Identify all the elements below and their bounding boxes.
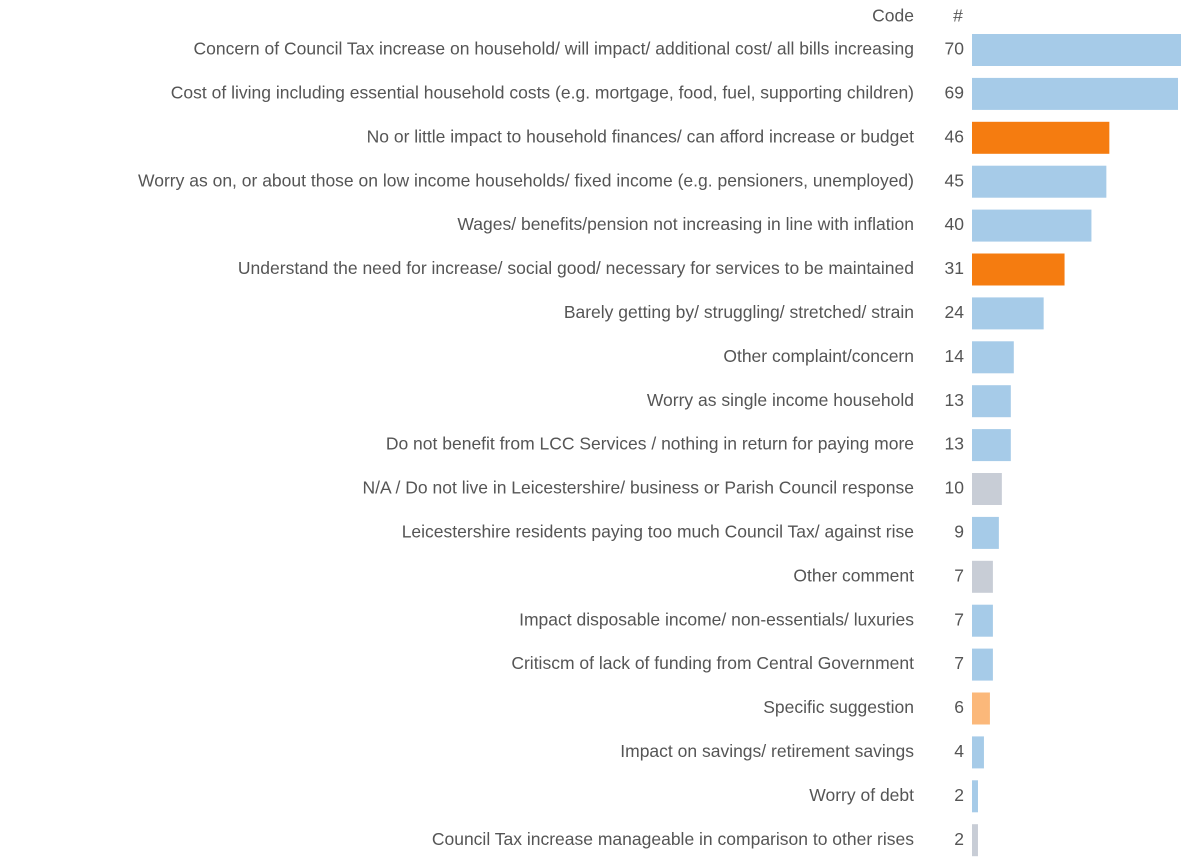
bar bbox=[972, 34, 1181, 66]
category-label: Specific suggestion bbox=[763, 697, 914, 717]
bar bbox=[972, 516, 999, 549]
value-label: 7 bbox=[954, 653, 964, 673]
category-label: Impact disposable income/ non-essentials… bbox=[519, 609, 914, 629]
bar bbox=[972, 253, 1065, 286]
value-label: 2 bbox=[954, 785, 964, 805]
bar bbox=[972, 824, 978, 857]
category-label: Do not benefit from LCC Services / nothi… bbox=[386, 434, 914, 454]
value-label: 13 bbox=[945, 434, 964, 454]
bar bbox=[972, 121, 1110, 154]
value-label: 40 bbox=[945, 214, 965, 234]
bar bbox=[972, 473, 1002, 505]
value-label: 4 bbox=[954, 741, 964, 761]
value-label: 45 bbox=[945, 170, 964, 190]
value-label: 14 bbox=[945, 346, 965, 366]
bar bbox=[972, 604, 993, 637]
bar bbox=[972, 297, 1044, 330]
value-label: 7 bbox=[954, 565, 964, 585]
value-label: 10 bbox=[945, 478, 965, 498]
value-label: 2 bbox=[954, 829, 964, 849]
bar bbox=[972, 77, 1179, 110]
category-label: Cost of living including essential house… bbox=[171, 83, 914, 103]
value-label: 13 bbox=[945, 390, 964, 410]
category-label: Other complaint/concern bbox=[723, 346, 914, 366]
bar bbox=[972, 560, 993, 593]
bar bbox=[972, 736, 984, 769]
category-label: Other comment bbox=[793, 565, 914, 585]
bar bbox=[972, 209, 1092, 242]
column-header: Code bbox=[872, 6, 914, 26]
value-label: 46 bbox=[945, 126, 964, 146]
value-label: 31 bbox=[945, 258, 964, 278]
category-label: Council Tax increase manageable in compa… bbox=[432, 829, 914, 849]
category-label: No or little impact to household finance… bbox=[367, 126, 915, 146]
category-label: Critiscm of lack of funding from Central… bbox=[511, 653, 914, 673]
column-header: # bbox=[953, 6, 963, 26]
value-label: 69 bbox=[945, 83, 964, 103]
bar bbox=[972, 648, 993, 681]
category-label: Leicestershire residents paying too much… bbox=[402, 522, 914, 542]
category-label: Understand the need for increase/ social… bbox=[238, 258, 914, 278]
bar bbox=[972, 385, 1011, 418]
category-label: Wages/ benefits/pension not increasing i… bbox=[457, 214, 914, 234]
category-label: Impact on savings/ retirement savings bbox=[620, 741, 914, 761]
category-label: Worry of debt bbox=[809, 785, 914, 805]
value-label: 70 bbox=[945, 39, 965, 59]
value-label: 7 bbox=[954, 609, 964, 629]
bar bbox=[972, 780, 978, 813]
bar bbox=[972, 341, 1014, 374]
category-label: Barely getting by/ struggling/ stretched… bbox=[564, 302, 914, 322]
category-label: Worry as single income household bbox=[647, 390, 914, 410]
bar bbox=[972, 165, 1107, 198]
bar bbox=[972, 429, 1011, 462]
bar bbox=[972, 692, 990, 725]
value-label: 9 bbox=[954, 522, 964, 542]
category-label: Concern of Council Tax increase on house… bbox=[194, 39, 914, 59]
category-label: N/A / Do not live in Leicestershire/ bus… bbox=[362, 478, 914, 498]
category-label: Worry as on, or about those on low incom… bbox=[138, 170, 914, 190]
value-label: 24 bbox=[945, 302, 965, 322]
value-label: 6 bbox=[954, 697, 964, 717]
